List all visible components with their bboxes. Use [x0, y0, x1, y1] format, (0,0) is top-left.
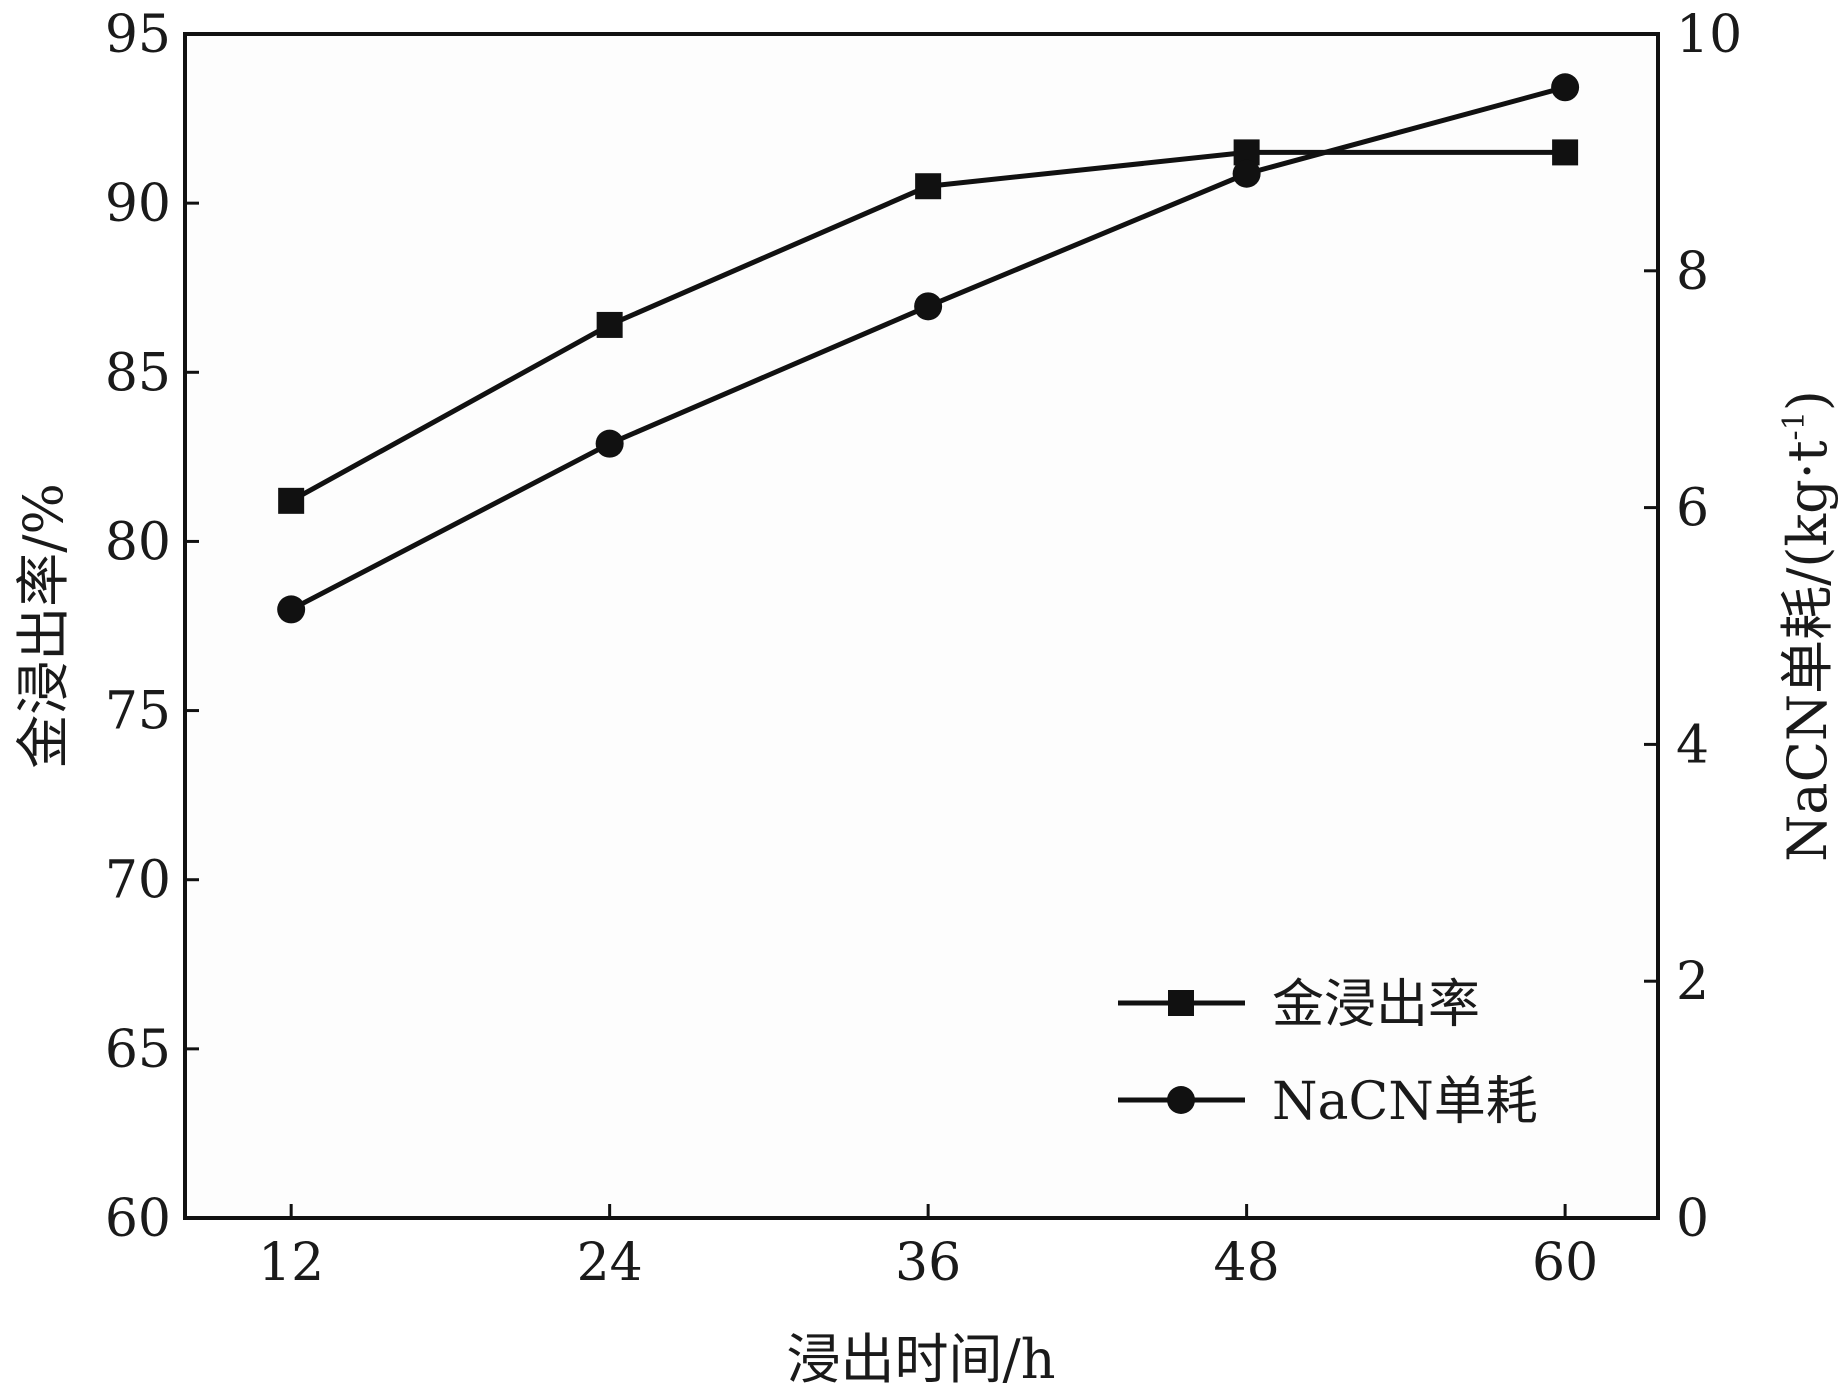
left-y-tick-label: 90 — [105, 174, 171, 234]
left-y-tick-label: 60 — [105, 1189, 171, 1249]
data-point-circle — [914, 292, 943, 321]
right-y-tick-label: 10 — [1676, 5, 1742, 65]
left-y-tick-label: 85 — [105, 343, 171, 403]
left-y-tick-label: 70 — [105, 851, 171, 911]
x-tick-label: 48 — [1214, 1233, 1280, 1293]
data-point-square — [596, 311, 623, 338]
x-tick-label: 60 — [1532, 1233, 1598, 1293]
x-tick-label: 24 — [577, 1233, 643, 1293]
plot-background — [185, 34, 1658, 1218]
legend-label-nacn-consumption: NaCN单耗 — [1272, 1072, 1538, 1132]
data-point-square — [915, 173, 942, 200]
legend-label-gold-leaching: 金浸出率 — [1272, 975, 1480, 1035]
right-y-tick-label: 2 — [1676, 952, 1709, 1012]
data-point-square — [1552, 139, 1579, 166]
left-y-tick-label: 75 — [105, 682, 171, 742]
left-y-tick-label: 65 — [105, 1020, 171, 1080]
right-y-tick-label: 8 — [1676, 242, 1709, 302]
data-point-square — [278, 487, 305, 514]
data-point-circle — [1232, 159, 1261, 188]
right-y-axis-title: NaCN单耗/(kg·t-1) — [1776, 390, 1839, 862]
legend-marker-square — [1168, 990, 1194, 1016]
right-y-axis-title-main: NaCN单耗/(kg·t — [1776, 440, 1839, 862]
x-tick-label: 36 — [895, 1233, 961, 1293]
right-y-tick-label: 4 — [1676, 715, 1709, 775]
right-y-axis-title-end: ) — [1776, 390, 1839, 411]
left-y-tick-label: 80 — [105, 512, 171, 572]
data-point-circle — [595, 429, 624, 458]
legend: 金浸出率 NaCN单耗 — [1118, 975, 1538, 1132]
data-point-circle — [1551, 73, 1580, 102]
right-y-axis-title-sup: -1 — [1777, 411, 1812, 440]
legend-marker-circle — [1167, 1086, 1195, 1114]
right-y-tick-label: 0 — [1676, 1189, 1709, 1249]
left-y-axis-title: 金浸出率/% — [12, 483, 75, 769]
x-tick-label: 12 — [258, 1233, 324, 1293]
left-y-tick-label: 95 — [105, 5, 171, 65]
right-y-tick-label: 6 — [1676, 479, 1709, 539]
plot-frame — [183, 32, 1660, 1220]
data-point-circle — [277, 595, 306, 624]
x-axis-title: 浸出时间/h — [787, 1328, 1056, 1391]
